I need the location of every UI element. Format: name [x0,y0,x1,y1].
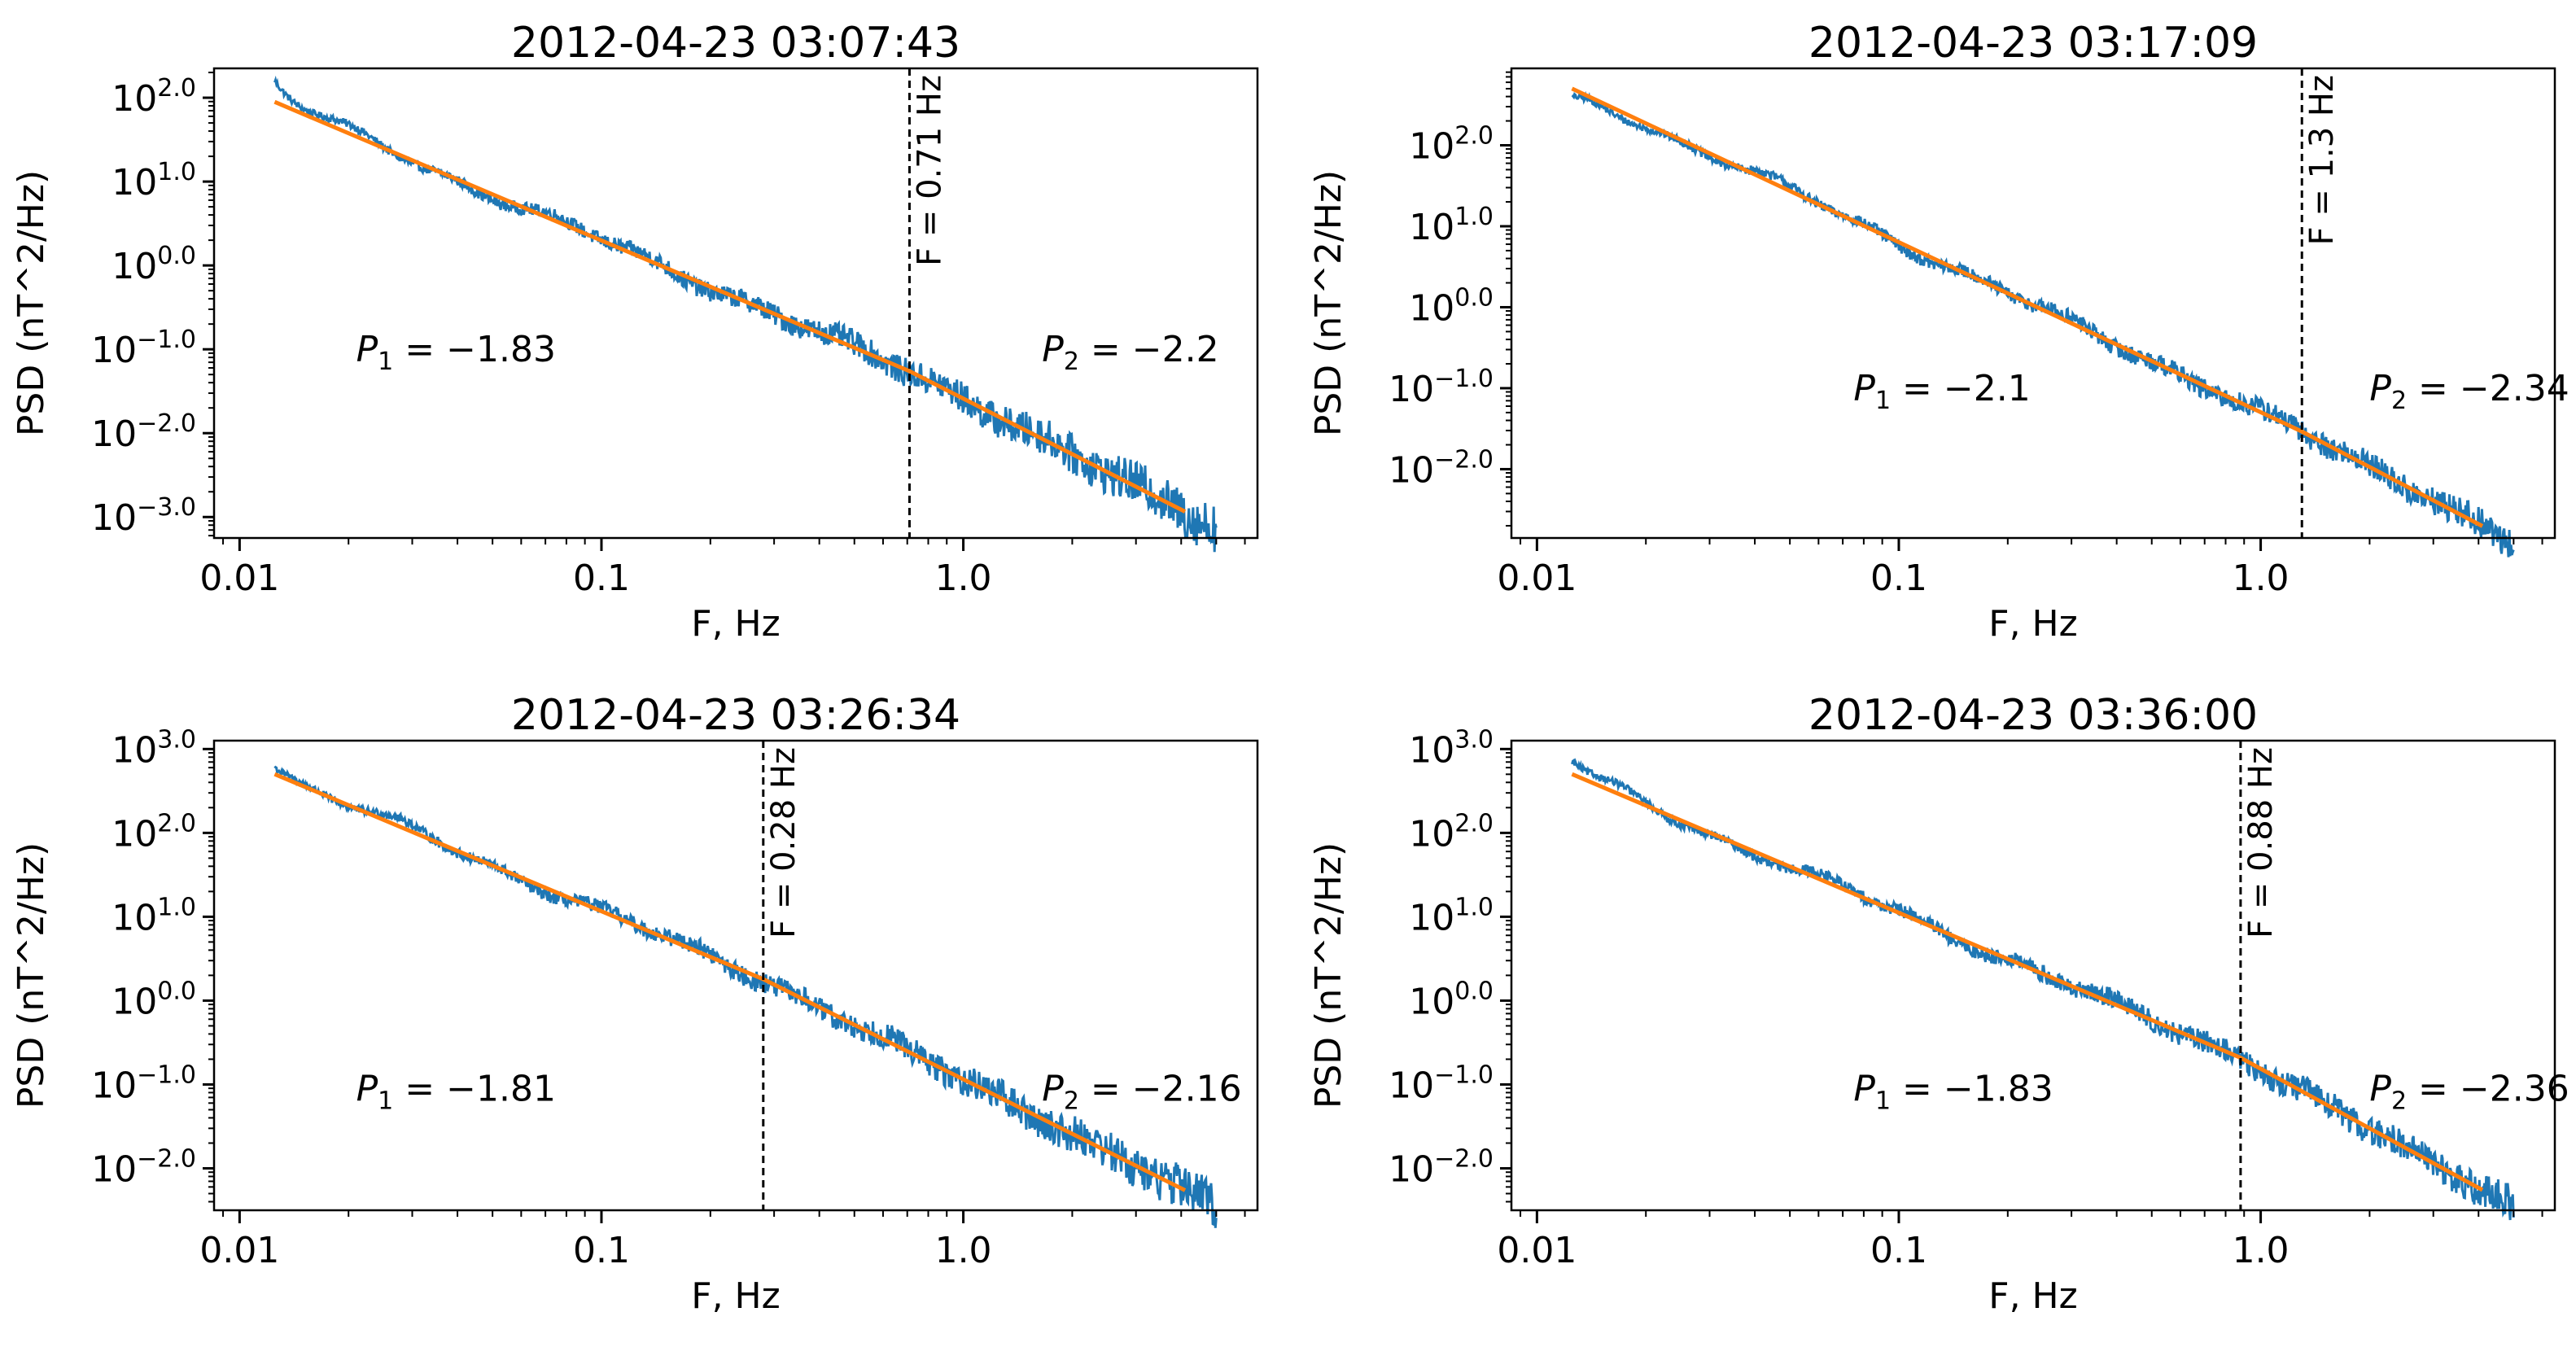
slope-annotation-p2: P2 = −2.36 [2369,1069,2569,1116]
y-axis-label: PSD (nT^2/Hz) [1308,842,1349,1109]
x-tick-label: 0.1 [1870,1230,1927,1271]
x-tick-label: 0.01 [199,1230,279,1271]
chart-title: 2012-04-23 03:36:00 [1808,691,2258,740]
slope-annotation-p1: P1 = −1.83 [356,329,556,376]
fit-line [1571,772,2484,1192]
psd-panel-2: 2012-04-23 03:17:09 F = 1.3 Hz 102.0 101.0 1… [1308,19,2569,645]
y-tick-label: 100.0 [112,242,196,287]
y-tick-label: 10−1.0 [1389,1061,1494,1106]
chart-title: 2012-04-23 03:07:43 [511,19,960,68]
x-axis-label: F, Hz [691,603,780,645]
psd-panel-3: 2012-04-23 03:26:34 F = 0.28 Hz 103.0 102.0… [11,691,1259,1317]
y-tick-label: 10−2.0 [91,1144,196,1190]
x-axis-label: F, Hz [691,1275,780,1317]
y-tick-label: 102.0 [112,809,196,855]
x-tick-label: 0.01 [199,558,279,599]
fit-line [1571,86,2484,528]
psd-curve [1571,758,2515,1221]
x-tick-label: 1.0 [935,558,992,599]
psd-panel-4: 2012-04-23 03:36:00 F = 0.88 Hz 103.0 102.0… [1308,691,2569,1317]
psd-curve [273,75,1218,553]
slope-annotation-p2: P2 = −2.2 [1042,329,1218,376]
y-tick-label: 101.0 [1409,203,1494,248]
y-tick-label: 10−1.0 [91,1061,196,1106]
axes-frame [1510,67,2556,540]
x-axis-label: F, Hz [1988,603,2077,645]
x-tick-label: 1.0 [935,1230,992,1271]
y-tick-label: 10−2.0 [91,409,196,455]
y-tick-label: 100.0 [112,977,196,1022]
x-tick-label: 1.0 [2233,1230,2290,1271]
y-tick-label: 103.0 [112,725,196,771]
y-tick-label: 10−2.0 [1389,1144,1494,1190]
axes-frame [212,67,1259,540]
y-tick-label: 10−3.0 [91,493,196,539]
y-tick-label: 103.0 [1409,725,1494,771]
x-tick-label: 0.1 [1870,558,1927,599]
y-tick-label: 101.0 [112,893,196,938]
y-tick-label: 101.0 [112,158,196,203]
psd-panel-1: 2012-04-23 03:07:43 F = 0.71 Hz 102.0 101.0… [11,19,1259,645]
y-tick-label: 102.0 [112,74,196,120]
slope-annotation-p1: P1 = −1.81 [356,1069,556,1116]
x-tick-label: 0.1 [573,558,630,599]
y-tick-label: 10−1.0 [1389,365,1494,410]
break-frequency-label: F = 0.88 Hz [2242,747,2280,938]
y-axis-label: PSD (nT^2/Hz) [1308,170,1349,436]
slope-annotation-p1: P1 = −2.1 [1853,368,2030,415]
break-frequency-label: F = 0.28 Hz [765,747,803,938]
slope-annotation-p2: P2 = −2.16 [1042,1069,1241,1116]
chart-title: 2012-04-23 03:17:09 [1808,19,2258,68]
break-frequency-label: F = 0.71 Hz [911,75,948,266]
y-tick-label: 101.0 [1409,893,1494,938]
y-tick-label: 102.0 [1409,809,1494,855]
y-tick-label: 100.0 [1409,283,1494,329]
y-tick-label: 100.0 [1409,977,1494,1022]
y-axis-label: PSD (nT^2/Hz) [11,842,52,1109]
x-axis-label: F, Hz [1988,1275,2077,1317]
y-tick-label: 10−2.0 [1389,445,1494,491]
y-axis-label: PSD (nT^2/Hz) [11,170,52,436]
chart-title: 2012-04-23 03:26:34 [511,691,960,740]
fit-line [273,99,1187,514]
psd-curve [1571,90,2515,558]
slope-annotation-p2: P2 = −2.34 [2369,368,2569,415]
psd-curve [273,765,1218,1228]
y-tick-label: 102.0 [1409,122,1494,168]
slope-annotation-p1: P1 = −1.83 [1853,1069,2053,1116]
x-tick-label: 0.01 [1497,1230,1577,1271]
x-tick-label: 0.01 [1497,558,1577,599]
x-tick-label: 0.1 [573,1230,630,1271]
break-frequency-label: F = 1.3 Hz [2303,75,2341,245]
y-tick-label: 10−1.0 [91,326,196,371]
x-tick-label: 1.0 [2233,558,2290,599]
